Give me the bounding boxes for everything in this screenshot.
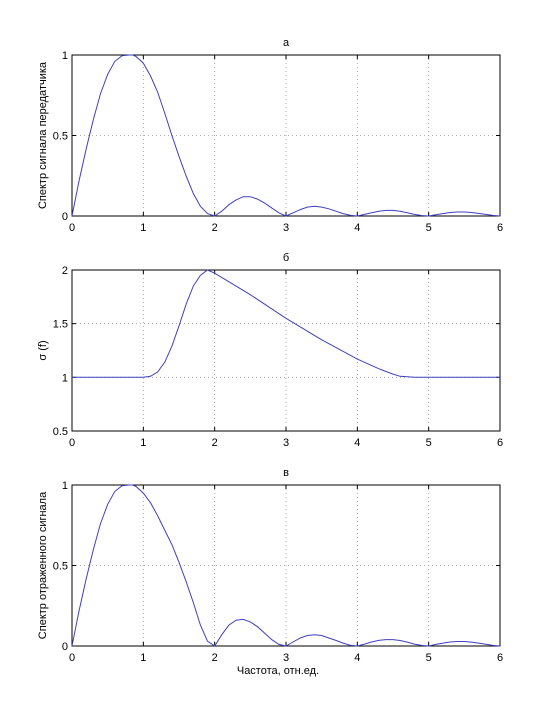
x-tick-label: 6 xyxy=(497,222,503,234)
x-tick-label: 4 xyxy=(354,652,360,664)
y-tick-label: 1 xyxy=(62,50,68,62)
x-tick-label: 3 xyxy=(283,652,289,664)
y-tick-label: 1 xyxy=(62,480,68,492)
x-tick-label: 2 xyxy=(212,437,218,449)
y-tick-label: 0 xyxy=(62,641,68,653)
y-tick-label: 1.5 xyxy=(53,319,68,331)
panel-title: б xyxy=(283,252,289,264)
y-tick-label: 0.5 xyxy=(53,426,68,438)
x-tick-label: 4 xyxy=(354,222,360,234)
x-tick-label: 1 xyxy=(140,222,146,234)
x-tick-label: 6 xyxy=(497,652,503,664)
series-line xyxy=(72,269,500,378)
y-tick-label: 0.5 xyxy=(53,561,68,573)
x-tick-label: 5 xyxy=(426,437,432,449)
panel-title: а xyxy=(283,37,290,49)
panel-1: 0 1 2 3 4 5 6 0 0.5 1 а Спектр сигнала передатчика xyxy=(37,37,503,234)
x-tick-label: 1 xyxy=(140,437,146,449)
x-tick-label: 3 xyxy=(283,222,289,234)
x-tick-label: 2 xyxy=(212,222,218,234)
y-tick-label: 1 xyxy=(62,372,68,384)
x-tick-label: 1 xyxy=(140,652,146,664)
x-tick-label: 0 xyxy=(69,437,75,449)
y-tick-label: 2 xyxy=(62,265,68,277)
x-tick-label: 0 xyxy=(69,652,75,664)
x-tick-label: 5 xyxy=(426,222,432,234)
x-tick-label: 5 xyxy=(426,652,432,664)
y-axis-label: σ (f) xyxy=(37,340,49,360)
x-tick-label: 0 xyxy=(69,222,75,234)
panel-3: 0 1 2 3 4 5 6 0 0.5 1 в Спектр отраженного сигнала Ч… xyxy=(37,467,503,677)
x-tick-label: 6 xyxy=(497,437,503,449)
y-axis-label: Спектр отраженного сигнала xyxy=(37,491,49,639)
x-tick-label: 3 xyxy=(283,437,289,449)
panel-title: в xyxy=(283,467,289,479)
y-axis-label: Спектр сигнала передатчика xyxy=(37,61,49,209)
series-line xyxy=(71,54,501,217)
x-tick-label: 2 xyxy=(212,652,218,664)
panel-2: 0 1 2 3 4 5 6 0.5 1 1.5 2 б σ (f) xyxy=(37,252,503,449)
x-axis-label: Частота, отн.ед. xyxy=(237,665,319,677)
y-tick-label: 0.5 xyxy=(53,131,68,143)
x-tick-label: 4 xyxy=(354,437,360,449)
y-tick-label: 0 xyxy=(62,211,68,223)
series-line xyxy=(71,484,501,647)
